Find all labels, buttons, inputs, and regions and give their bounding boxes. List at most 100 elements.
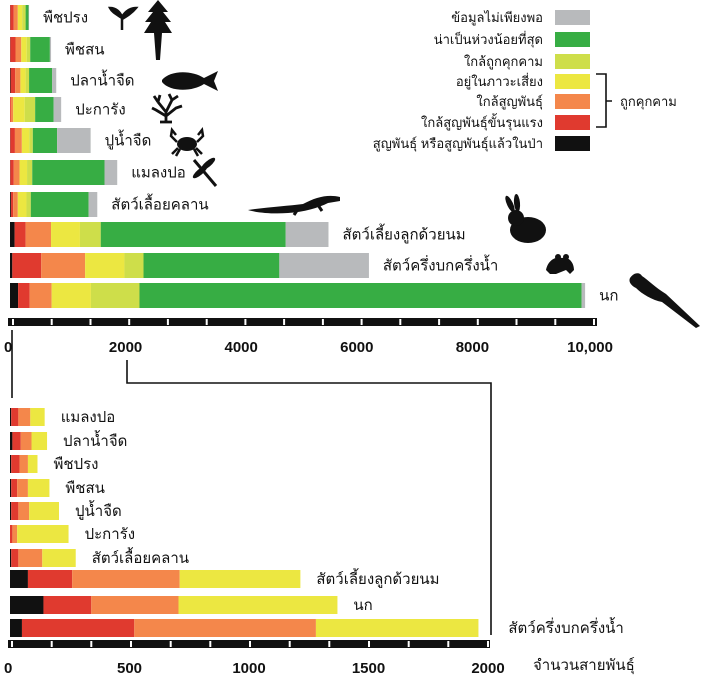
bar-segment-en xyxy=(19,455,28,473)
conifer-icon xyxy=(144,0,172,60)
axis-gap xyxy=(399,319,402,325)
legend-label: ข้อมูลไม่เพียงพอ xyxy=(451,10,543,26)
category-label: ปูน้ำจืด xyxy=(105,130,152,150)
bar-segment-ex xyxy=(10,408,12,426)
axis-gap xyxy=(50,319,53,325)
x-axis-title: จำนวนสายพันธุ์ xyxy=(533,657,635,675)
axis-gap xyxy=(447,641,450,647)
lizard-icon xyxy=(248,195,340,216)
bar-segment-en xyxy=(18,502,30,520)
bar-segment-cr xyxy=(10,192,14,217)
legend-label: ใกล้ถูกคุกคาม xyxy=(464,54,543,70)
category-label: สัตว์เลื้อยคลาน xyxy=(92,547,189,567)
legend: ข้อมูลไม่เพียงพอน่าเป็นห่วงน้อยที่สุดใกล… xyxy=(373,10,677,152)
category-label: ปะการัง xyxy=(75,102,125,119)
tick-label: 2000 xyxy=(471,660,504,677)
tick-label: 8000 xyxy=(456,339,489,356)
legend-bracket xyxy=(596,73,612,128)
bar-segment-ex xyxy=(10,570,28,588)
bar-segment-ex xyxy=(10,432,13,450)
bar-segment-vu xyxy=(17,5,23,30)
bar-segment-en xyxy=(91,596,179,614)
coral-icon xyxy=(151,93,183,124)
bottom-chart-category-labels: แมลงปอปลาน้ำจืดพืชปรงพืชสนปูน้ำจืดปะการั… xyxy=(54,409,624,637)
legend-group-label: ถูกคุกคาม xyxy=(620,94,677,110)
bar-segment-en xyxy=(13,5,18,30)
category-label: นก xyxy=(599,288,618,305)
axis-gap xyxy=(593,319,595,325)
legend-label: น่าเป็นห่วงน้อยที่สุด xyxy=(434,30,543,48)
bar-segment-cr xyxy=(10,37,16,62)
axis-gap xyxy=(554,319,557,325)
bar-segment-lc xyxy=(30,192,89,217)
legend-label: ใกล้สูญพันธุ์ xyxy=(476,94,543,110)
bar-segment-en xyxy=(29,283,52,308)
bar-segment-vu xyxy=(179,570,301,588)
bar-segment-ex xyxy=(10,619,22,637)
cycad-icon xyxy=(107,6,139,30)
category-label: สัตว์ครึ่งบกครึ่งน้ำ xyxy=(508,617,623,637)
bar-segment-en xyxy=(13,160,20,185)
fish-icon xyxy=(162,71,218,91)
category-label: แมลงปอ xyxy=(61,409,116,426)
bar-segment-cr xyxy=(11,502,19,520)
bar-segment-cr xyxy=(12,432,21,450)
bar-segment-ex xyxy=(10,479,12,497)
bar-segment-ex xyxy=(10,502,12,520)
bar-segment-en xyxy=(17,479,28,497)
bar-segment-vu xyxy=(13,97,25,122)
axis-gap xyxy=(515,319,518,325)
category-label: ปลาน้ำจืด xyxy=(70,70,134,90)
bar-segment-cr xyxy=(10,128,15,153)
tick-label: 1500 xyxy=(352,660,385,677)
connector-right-line xyxy=(126,360,492,635)
legend-swatch-vu xyxy=(555,74,590,89)
tick-label: 2000 xyxy=(109,339,142,356)
bar-segment-lc xyxy=(32,160,105,185)
category-label: พืชสน xyxy=(65,480,104,497)
category-label: สัตว์เลี้ยงลูกด้วยนม xyxy=(343,224,466,244)
bottom-chart-x-axis: 0 500 1000 1500 2000 จำนวนสายพันธุ์ xyxy=(4,640,635,677)
axis-gap xyxy=(328,641,331,647)
bar-segment-lc xyxy=(32,128,58,153)
legend-swatch-ex xyxy=(555,136,590,151)
bar-segment-ex xyxy=(10,596,44,614)
bar-segment-cr xyxy=(21,619,135,637)
bar-segment-ex xyxy=(10,222,15,247)
top-chart-bars xyxy=(10,5,586,308)
bar-segment-lc xyxy=(25,5,29,30)
bar-segment-nt xyxy=(24,97,36,122)
parrot-icon xyxy=(629,273,700,328)
top-chart-category-labels: พืชปรงพืชสนปลาน้ำจืดปะการังปูน้ำจืดแมลงป… xyxy=(43,10,618,305)
bar-segment-vu xyxy=(20,68,26,93)
bar-segment-ex xyxy=(10,283,19,308)
bar-segment-lc xyxy=(35,97,54,122)
axis-bar xyxy=(8,318,597,326)
bar-segment-cr xyxy=(10,160,14,185)
bar-segment-vu xyxy=(31,432,48,450)
axis-gap xyxy=(487,641,489,647)
bar-segment-vu xyxy=(51,222,80,247)
axis-gap xyxy=(169,641,172,647)
bar-segment-vu xyxy=(29,502,59,520)
bar-segment-en xyxy=(13,192,18,217)
bar-segment-dd xyxy=(52,68,57,93)
bar-segment-vu xyxy=(19,160,28,185)
bar-segment-lc xyxy=(30,37,50,62)
dragonfly-icon xyxy=(192,157,218,187)
bar-segment-cr xyxy=(12,253,42,278)
category-label: ปะการัง xyxy=(85,526,135,543)
axis-gap xyxy=(407,641,410,647)
tick-label: 1000 xyxy=(232,660,265,677)
bar-segment-vu xyxy=(315,619,479,637)
tick-label: 10,000 xyxy=(567,339,613,356)
axis-gap xyxy=(89,319,92,325)
bar-segment-dd xyxy=(279,253,369,278)
legend-swatch-en xyxy=(555,94,590,109)
bar-segment-nt xyxy=(22,5,26,30)
tick-label: 0 xyxy=(4,339,12,356)
legend-label: สูญพันธุ์ หรือสูญพันธุ์แล้วในป่า xyxy=(373,136,543,152)
axis-gap xyxy=(249,641,251,647)
axis-gap xyxy=(12,319,14,325)
bar-segment-en xyxy=(20,432,32,450)
